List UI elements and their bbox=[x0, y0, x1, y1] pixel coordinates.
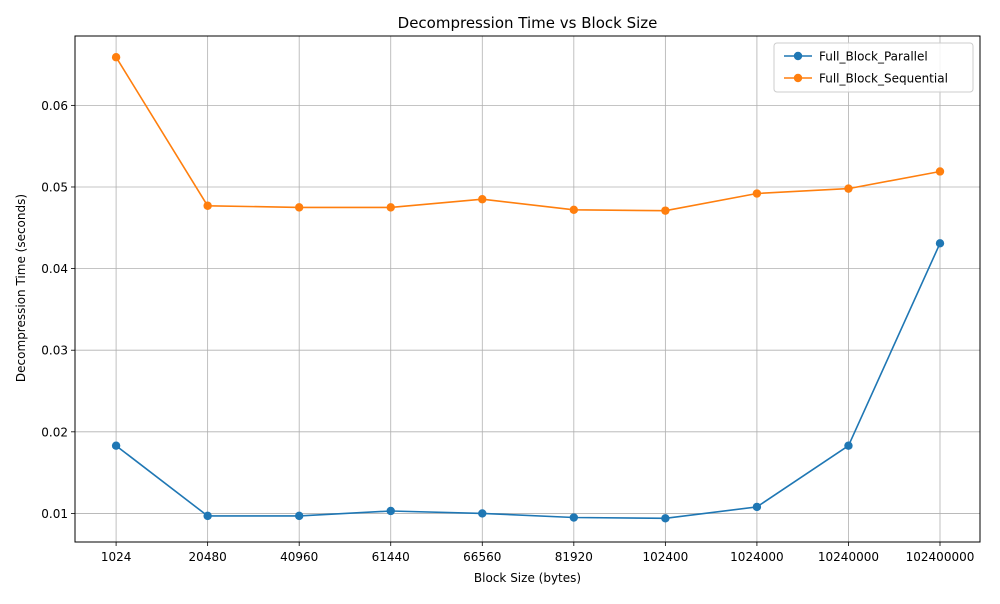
data-point bbox=[752, 189, 762, 198]
data-point bbox=[294, 511, 304, 521]
chart-title: Decompression Time vs Block Size bbox=[398, 14, 658, 32]
data-point bbox=[935, 239, 945, 248]
data-point bbox=[752, 502, 762, 512]
x-tick-label: 102400 bbox=[642, 550, 688, 564]
series-Full_Block_Parallel bbox=[111, 239, 945, 523]
series-Full_Block_Sequential bbox=[111, 53, 945, 215]
data-point bbox=[386, 506, 395, 516]
x-tick-label: 81920 bbox=[555, 550, 593, 564]
series-layer bbox=[111, 53, 945, 523]
y-tick-label: 0.04 bbox=[41, 262, 68, 276]
plot-frame bbox=[74, 35, 981, 543]
data-point bbox=[111, 441, 121, 450]
data-point bbox=[111, 53, 121, 62]
series-line bbox=[115, 242, 941, 520]
grid bbox=[75, 36, 980, 542]
ticks: 1024 20480 40960 61440 66560 81920 102400 10240… bbox=[41, 99, 974, 564]
series-line bbox=[115, 56, 941, 212]
data-point bbox=[478, 509, 487, 518]
data-point bbox=[844, 441, 853, 450]
x-tick-label: 10240000 bbox=[818, 550, 879, 564]
legend: Full_Block_Parallel Full_Block_Sequential bbox=[773, 42, 974, 93]
legend-marker bbox=[793, 73, 803, 83]
x-axis-label: Block Size (bytes) bbox=[474, 571, 581, 585]
x-tick-label: 40960 bbox=[280, 550, 318, 564]
data-point bbox=[386, 203, 395, 212]
y-axis-label: Decompression Time (seconds) bbox=[14, 194, 28, 382]
legend-box bbox=[773, 42, 974, 93]
legend-marker bbox=[793, 51, 803, 61]
data-point bbox=[203, 511, 212, 521]
data-point bbox=[661, 206, 670, 215]
x-tick-label: 1024000 bbox=[730, 550, 783, 564]
y-tick-label: 0.02 bbox=[41, 425, 68, 439]
x-tick-label: 66560 bbox=[463, 550, 501, 564]
legend-label: Full_Block_Sequential bbox=[819, 72, 948, 86]
x-tick-label: 61440 bbox=[372, 550, 410, 564]
data-point bbox=[294, 203, 304, 212]
y-tick-label: 0.05 bbox=[41, 180, 68, 194]
data-point bbox=[935, 167, 945, 176]
data-point bbox=[569, 205, 579, 215]
data-point bbox=[569, 513, 579, 522]
y-tick-label: 0.01 bbox=[41, 507, 68, 521]
y-tick-label: 0.03 bbox=[41, 344, 68, 358]
x-tick-label: 102400000 bbox=[906, 550, 975, 564]
y-tick-label: 0.06 bbox=[41, 99, 68, 113]
data-point bbox=[478, 195, 487, 204]
legend-label: Full_Block_Parallel bbox=[819, 50, 928, 64]
x-tick-label: 1024 bbox=[101, 550, 132, 564]
x-tick-label: 20480 bbox=[189, 550, 227, 564]
data-point bbox=[661, 514, 670, 523]
data-point bbox=[203, 201, 212, 210]
data-point bbox=[844, 184, 853, 193]
